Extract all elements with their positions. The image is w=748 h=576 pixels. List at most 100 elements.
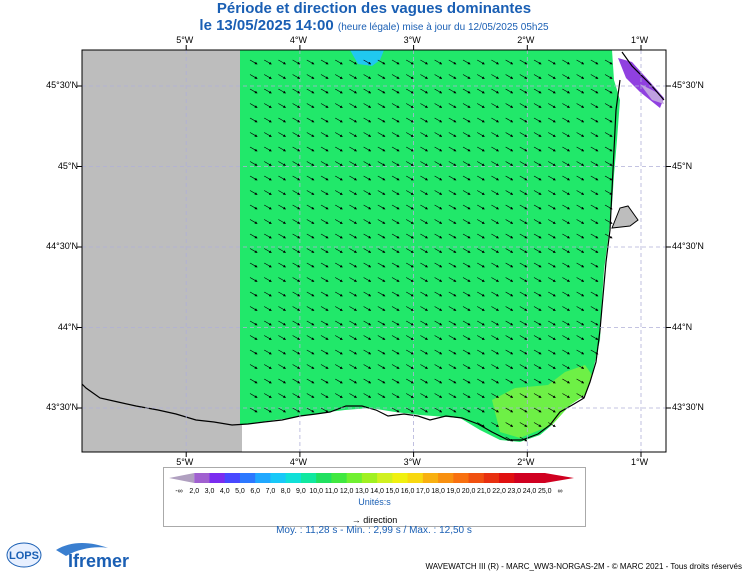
colorbar-segment [224,473,241,483]
wave-arrow [363,291,372,297]
wave-arrow [249,161,258,166]
wave-arrow [434,306,443,311]
wave-arrow [391,335,400,340]
wave-arrow [335,59,343,65]
wave-arrow [377,219,386,224]
wave-arrow [264,74,272,79]
wave-arrow [576,161,585,166]
wave-arrow [391,190,400,195]
wave-arrow [335,233,343,239]
wave-arrow [420,233,429,239]
colorbar-segment [499,473,515,483]
wave-arrow [491,393,500,398]
wave-arrow [562,59,571,65]
wave-arrow [576,349,585,355]
wave-arrow [562,219,571,224]
wave-arrow [292,146,301,152]
arrow-icon: → [351,515,361,525]
wave-arrow [349,103,358,108]
lat-label-left: 44°N [57,321,78,332]
wave-arrow [491,161,500,166]
wave-arrow [349,277,358,282]
wave-arrow [491,132,500,137]
wave-arrow [306,364,315,369]
wave-arrow [448,262,457,268]
wave-arrow [292,74,301,79]
wave-arrow [533,262,542,268]
wave-arrow [448,320,457,326]
wave-arrow [576,59,585,65]
wave-arrow [491,422,500,427]
wave-arrow [491,190,500,195]
wave-arrow [249,248,258,253]
wave-arrow [604,190,613,195]
wave-arrow [420,204,429,210]
wave-arrow [519,378,528,384]
wave-arrow [420,74,429,79]
wave-arrow [278,320,287,326]
wave-arrow [264,306,272,311]
wave-arrow [377,175,386,181]
wave-arrow [505,422,514,427]
wave-arrow [548,175,556,181]
wave-arrow [477,277,485,282]
wave-arrow [533,74,542,79]
colorbar [169,473,574,483]
wave-arrow [548,378,556,384]
wave-arrow [320,378,329,384]
wave-arrow [548,59,556,65]
wave-arrow [264,204,272,210]
wave-arrow [562,117,571,123]
colorbar-label: 3,0 [204,488,215,495]
wave-arrow [320,349,329,355]
wave-arrow [249,306,258,311]
wave-arrow [434,364,443,369]
wave-arrow [335,248,343,253]
wave-arrow [320,248,329,253]
wave-arrow [264,378,272,384]
wave-arrow [406,59,414,65]
lon-label-top: 2°W [517,35,535,45]
lat-label-right: 45°30'N [672,80,704,90]
wave-arrow [505,204,514,210]
wave-arrow [349,161,358,166]
wave-arrow [590,291,599,297]
wave-arrow [562,291,571,297]
wave-arrow [420,364,429,369]
wave-arrow [562,306,571,311]
wave-arrow [320,306,329,311]
wave-arrow [562,74,571,79]
wave-arrow [491,103,500,108]
wave-arrow [363,320,372,326]
wave-arrow [491,219,500,224]
colorbar-segment [331,473,348,483]
wave-arrow [420,146,429,152]
wave-arrow [434,349,443,355]
wave-arrow [462,175,471,181]
wave-arrow [519,59,528,65]
lat-label-left: 45°30'N [46,80,78,90]
colorbar-label: 9,0 [296,488,306,495]
wave-arrow [477,117,485,123]
wave-arrow [320,277,329,282]
wave-arrow [292,291,301,297]
wave-arrow [363,364,372,369]
wave-arrow [420,407,429,413]
wave-arrow [377,262,386,268]
wave-arrow [292,175,301,181]
wave-arrow [420,175,429,181]
wave-arrow [519,262,528,268]
wave-arrow [335,349,343,355]
wave-arrow [377,349,386,355]
wave-arrow [292,88,301,94]
wave-arrow [505,248,514,253]
wave-arrow [590,59,599,65]
wave-arrow [548,117,556,123]
wave-arrow [604,146,613,152]
wave-arrow [278,306,287,311]
wave-arrow [576,103,585,108]
wave-arrow [320,335,329,340]
wave-arrow [335,132,343,137]
lat-label-right: 44°N [672,321,693,332]
wave-arrow [278,262,287,268]
